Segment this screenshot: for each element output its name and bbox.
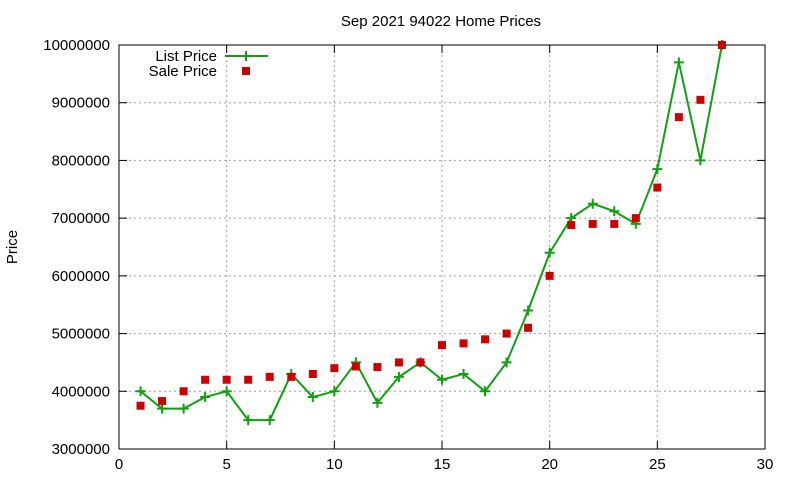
list-price-point <box>501 357 512 368</box>
x-tick-label: 10 <box>326 456 343 473</box>
sale-price-point <box>265 372 274 381</box>
series-layer <box>135 40 727 426</box>
sale-price-point <box>438 341 446 350</box>
list-price-point <box>221 386 232 397</box>
sale-price-point <box>459 339 468 348</box>
list-price-point <box>264 415 275 426</box>
sale-price-point <box>696 95 705 104</box>
list-price-point <box>243 415 254 426</box>
x-tick-label: 0 <box>115 456 123 473</box>
list-price-point <box>178 403 189 414</box>
x-tick-label: 30 <box>757 456 774 473</box>
sale-price-point <box>674 113 683 122</box>
legend-label-sale-price: Sale Price <box>149 63 217 80</box>
sale-price-point <box>201 375 210 384</box>
y-tick-label: 5000000 <box>52 326 110 343</box>
legend-marker-sale-price <box>242 67 250 75</box>
legend: List Price Sale Price <box>149 48 268 80</box>
list-price-point <box>544 247 555 258</box>
sale-price-point <box>373 363 382 372</box>
x-tick-label: 20 <box>541 456 558 473</box>
y-tick-label: 8000000 <box>52 152 110 169</box>
sale-price-point <box>158 397 167 406</box>
list-price-point <box>307 392 318 403</box>
list-price-point <box>609 206 620 217</box>
x-tick-label: 15 <box>434 456 451 473</box>
list-price-point <box>587 198 598 209</box>
y-tick-label: 4000000 <box>52 383 110 400</box>
y-axis-label: Price <box>4 230 21 264</box>
list-price-point <box>135 386 146 397</box>
list-price-point <box>329 386 340 397</box>
y-tick-label: 10000000 <box>43 37 110 54</box>
x-tick-label: 5 <box>222 456 230 473</box>
sale-price-point <box>308 369 317 378</box>
sale-price-point <box>287 372 296 381</box>
list-price-point <box>458 368 469 379</box>
list-price-point <box>157 403 168 414</box>
y-tick-label: 6000000 <box>52 268 110 285</box>
sale-price-point <box>717 41 726 49</box>
list-price-point <box>393 371 404 382</box>
sale-price-point <box>610 219 619 228</box>
sale-price-point <box>244 375 253 384</box>
sale-price-point <box>588 219 597 228</box>
x-tick-label: 25 <box>649 456 666 473</box>
list-price-point <box>673 57 684 68</box>
list-price-point <box>437 374 447 385</box>
y-tick-labels: 3000000 4000000 5000000 6000000 7000000 80000… <box>43 37 110 458</box>
sale-price-point <box>136 401 145 410</box>
series-line-list-price <box>139 44 723 422</box>
chart-title: Sep 2021 94022 Home Prices <box>341 13 541 30</box>
x-tick-labels: 0 5 10 15 20 25 30 <box>115 456 774 473</box>
sale-price-point <box>567 221 576 230</box>
list-price-point <box>480 386 491 397</box>
legend-label-list-price: List Price <box>155 48 217 65</box>
list-price-point <box>695 155 706 166</box>
list-price-point <box>523 305 534 316</box>
sale-price-point <box>481 335 490 344</box>
sale-price-point <box>502 329 511 338</box>
legend-marker-list-price <box>241 51 251 61</box>
list-price-point <box>652 164 663 175</box>
grid <box>119 45 765 449</box>
sale-price-point <box>524 323 533 332</box>
sale-price-point <box>351 362 360 371</box>
y-tick-label: 9000000 <box>52 95 110 112</box>
sale-price-point <box>179 387 188 396</box>
sale-price-point <box>631 214 640 223</box>
axis-ticks <box>118 44 766 450</box>
sale-price-point <box>394 358 403 367</box>
list-price-point <box>372 397 383 408</box>
sale-price-point <box>545 271 554 280</box>
y-tick-label: 7000000 <box>52 210 110 227</box>
sale-price-point <box>653 183 662 192</box>
list-price-point <box>200 392 211 403</box>
y-tick-label: 3000000 <box>52 441 110 458</box>
sale-price-point <box>330 364 339 373</box>
sale-price-point <box>222 375 231 384</box>
sale-price-point <box>416 358 425 367</box>
